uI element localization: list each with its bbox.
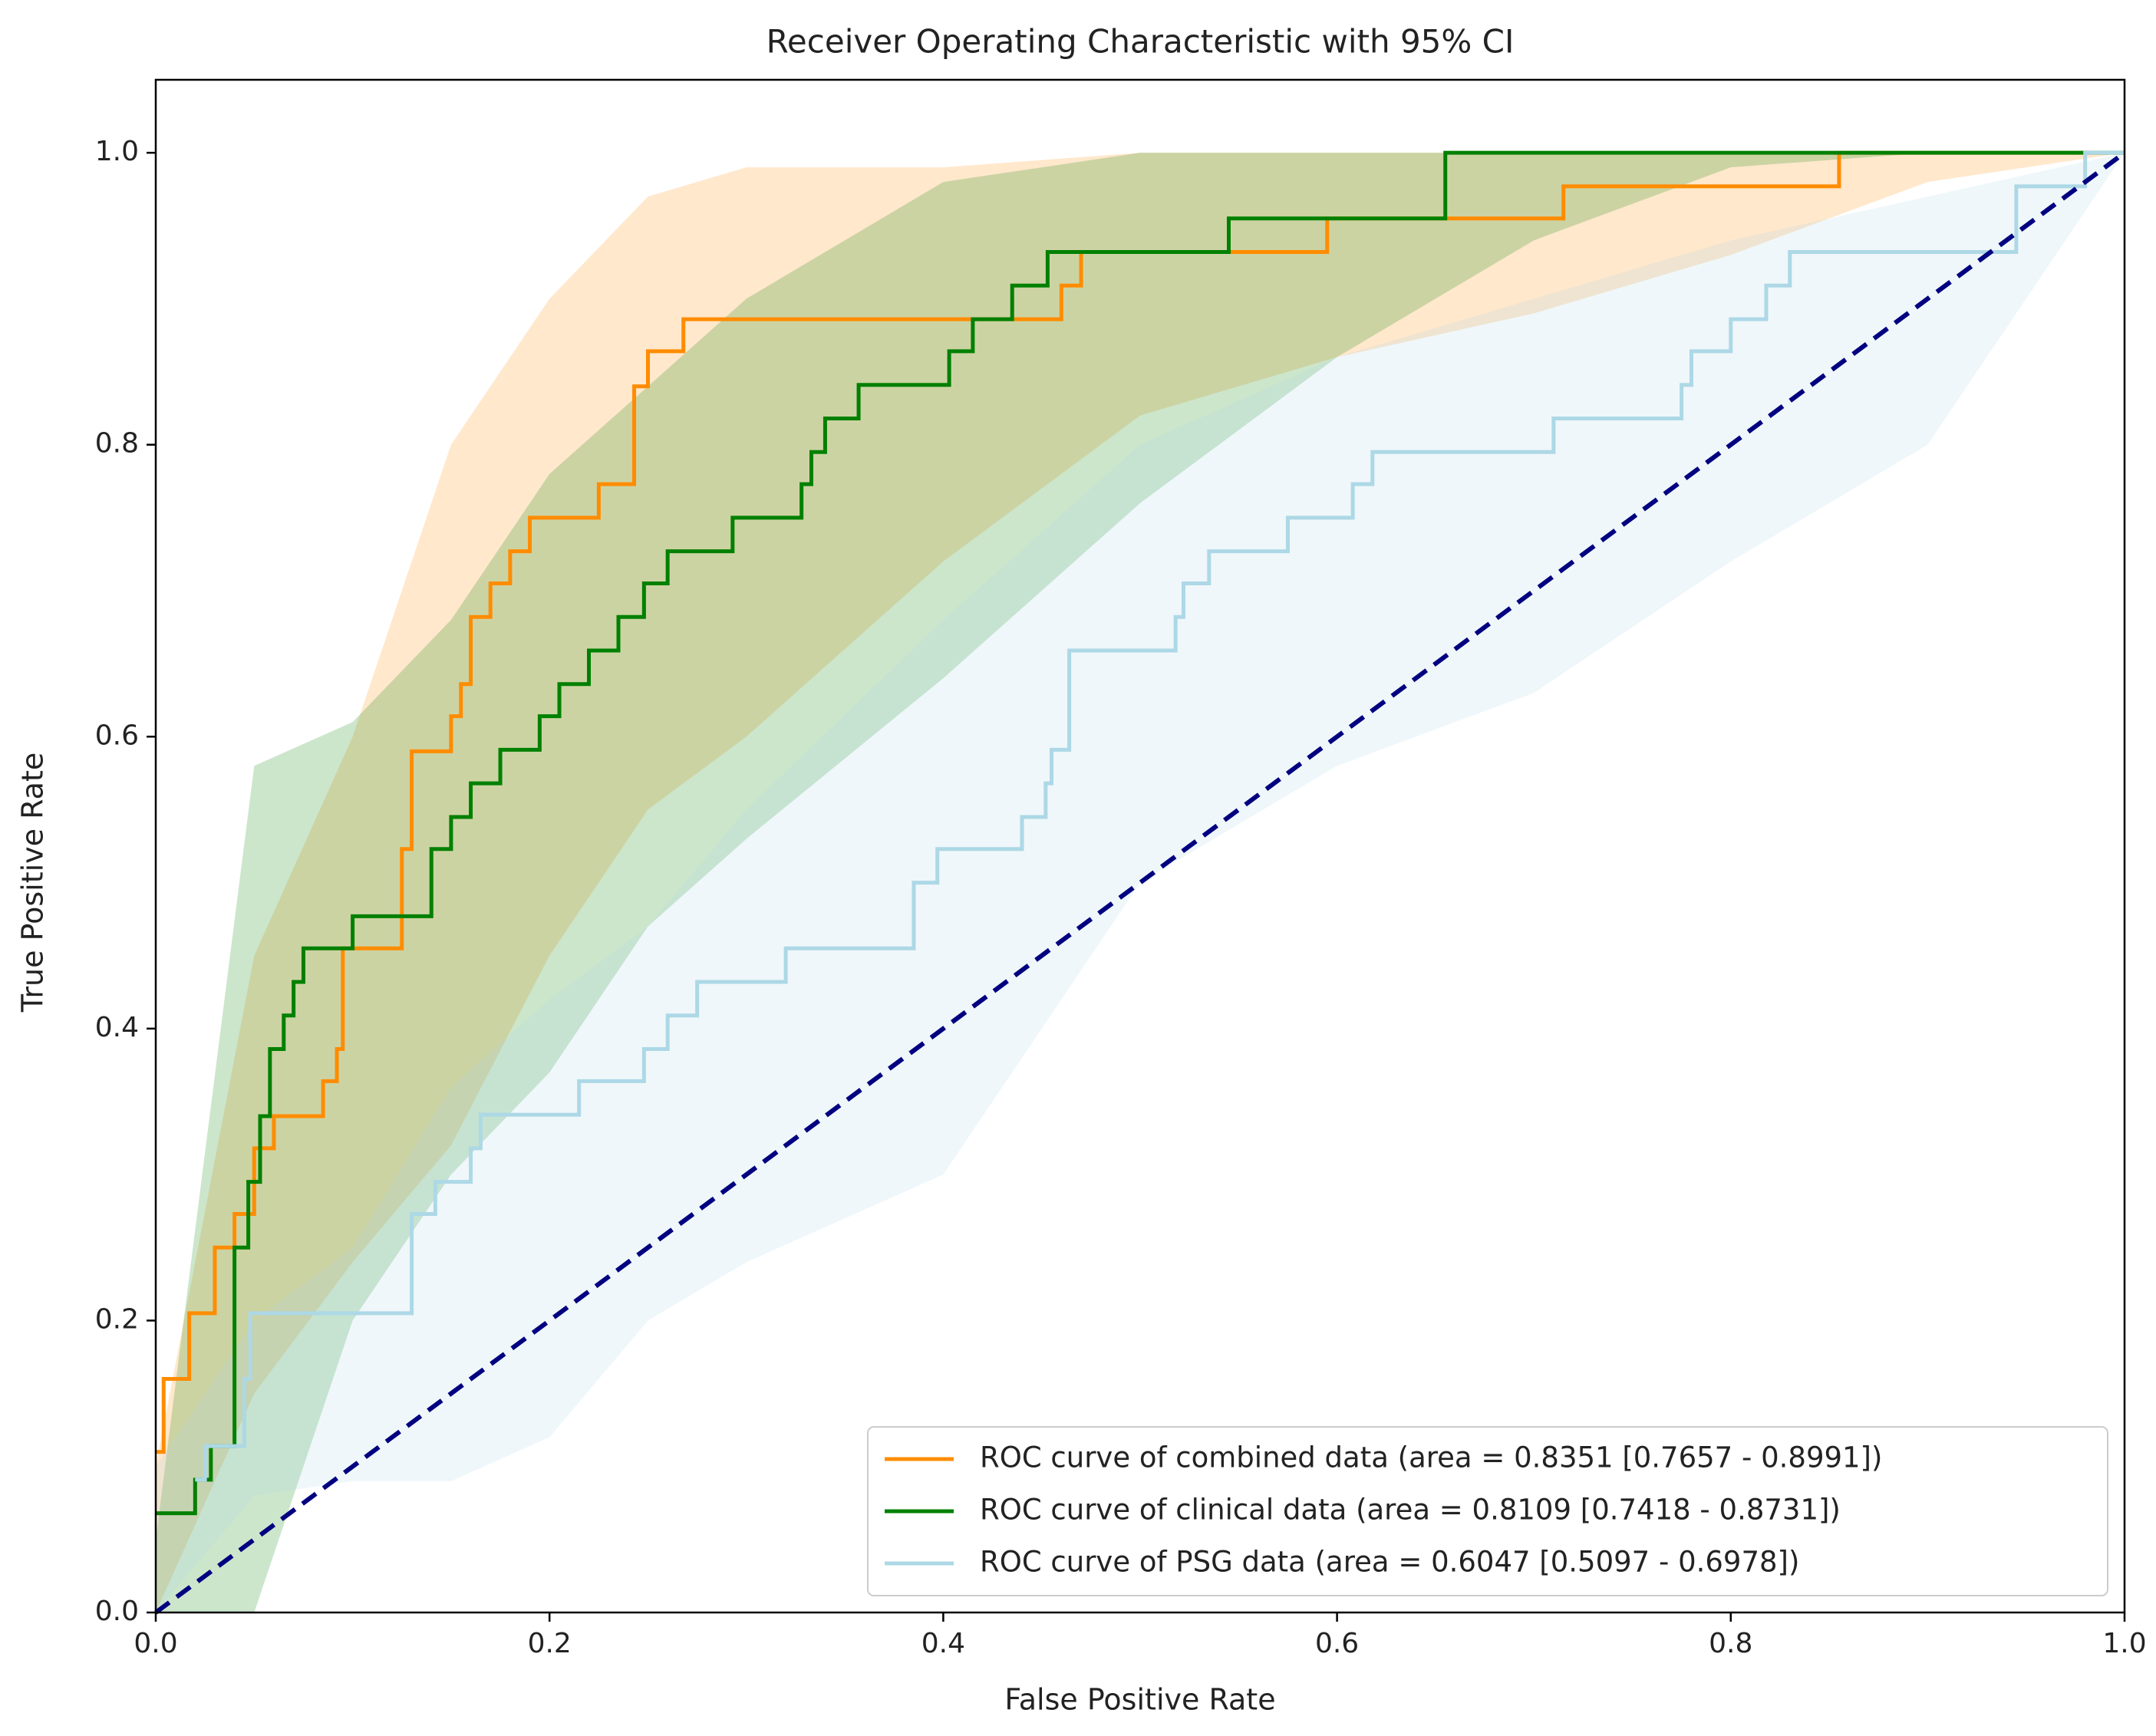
- legend-label: ROC curve of combined data (area = 0.835…: [980, 1441, 1882, 1474]
- legend-label: ROC curve of PSG data (area = 0.6047 [0.…: [980, 1546, 1799, 1579]
- y-tick-label: 0.4: [95, 1012, 139, 1043]
- x-tick-label: 0.0: [134, 1628, 177, 1659]
- legend-box: [867, 1426, 2108, 1596]
- reference-line: [154, 150, 2126, 1615]
- plot-frame: [154, 78, 2126, 1614]
- legend: ROC curve of combined data (area = 0.835…: [867, 1426, 2108, 1596]
- x-axis-label: False Positive Rate: [1004, 1683, 1275, 1717]
- roc-curve: [156, 150, 2125, 1454]
- legend-label: ROC curve of clinical data (area = 0.810…: [980, 1494, 1841, 1527]
- roc-curve: [195, 150, 2125, 1482]
- y-tick-label: 0.0: [95, 1596, 139, 1627]
- chart-title: Receiver Operating Characteristic with 9…: [766, 23, 1515, 61]
- x-tick-label: 1.0: [2102, 1628, 2146, 1659]
- y-axis-label: True Positive Rate: [16, 753, 50, 1013]
- y-tick-label: 0.2: [95, 1303, 139, 1335]
- y-tick-label: 0.8: [95, 428, 139, 460]
- x-tick-label: 0.6: [1315, 1628, 1359, 1659]
- x-tick-label: 0.8: [1709, 1628, 1752, 1659]
- x-tick-label: 0.4: [921, 1628, 965, 1659]
- ci-band: [156, 153, 2125, 1613]
- roc-curve: [156, 150, 2125, 1516]
- y-tick-label: 0.6: [95, 720, 139, 751]
- ci-band: [156, 153, 2125, 1613]
- y-tick-label: 1.0: [95, 136, 139, 167]
- x-tick-label: 0.2: [528, 1628, 572, 1659]
